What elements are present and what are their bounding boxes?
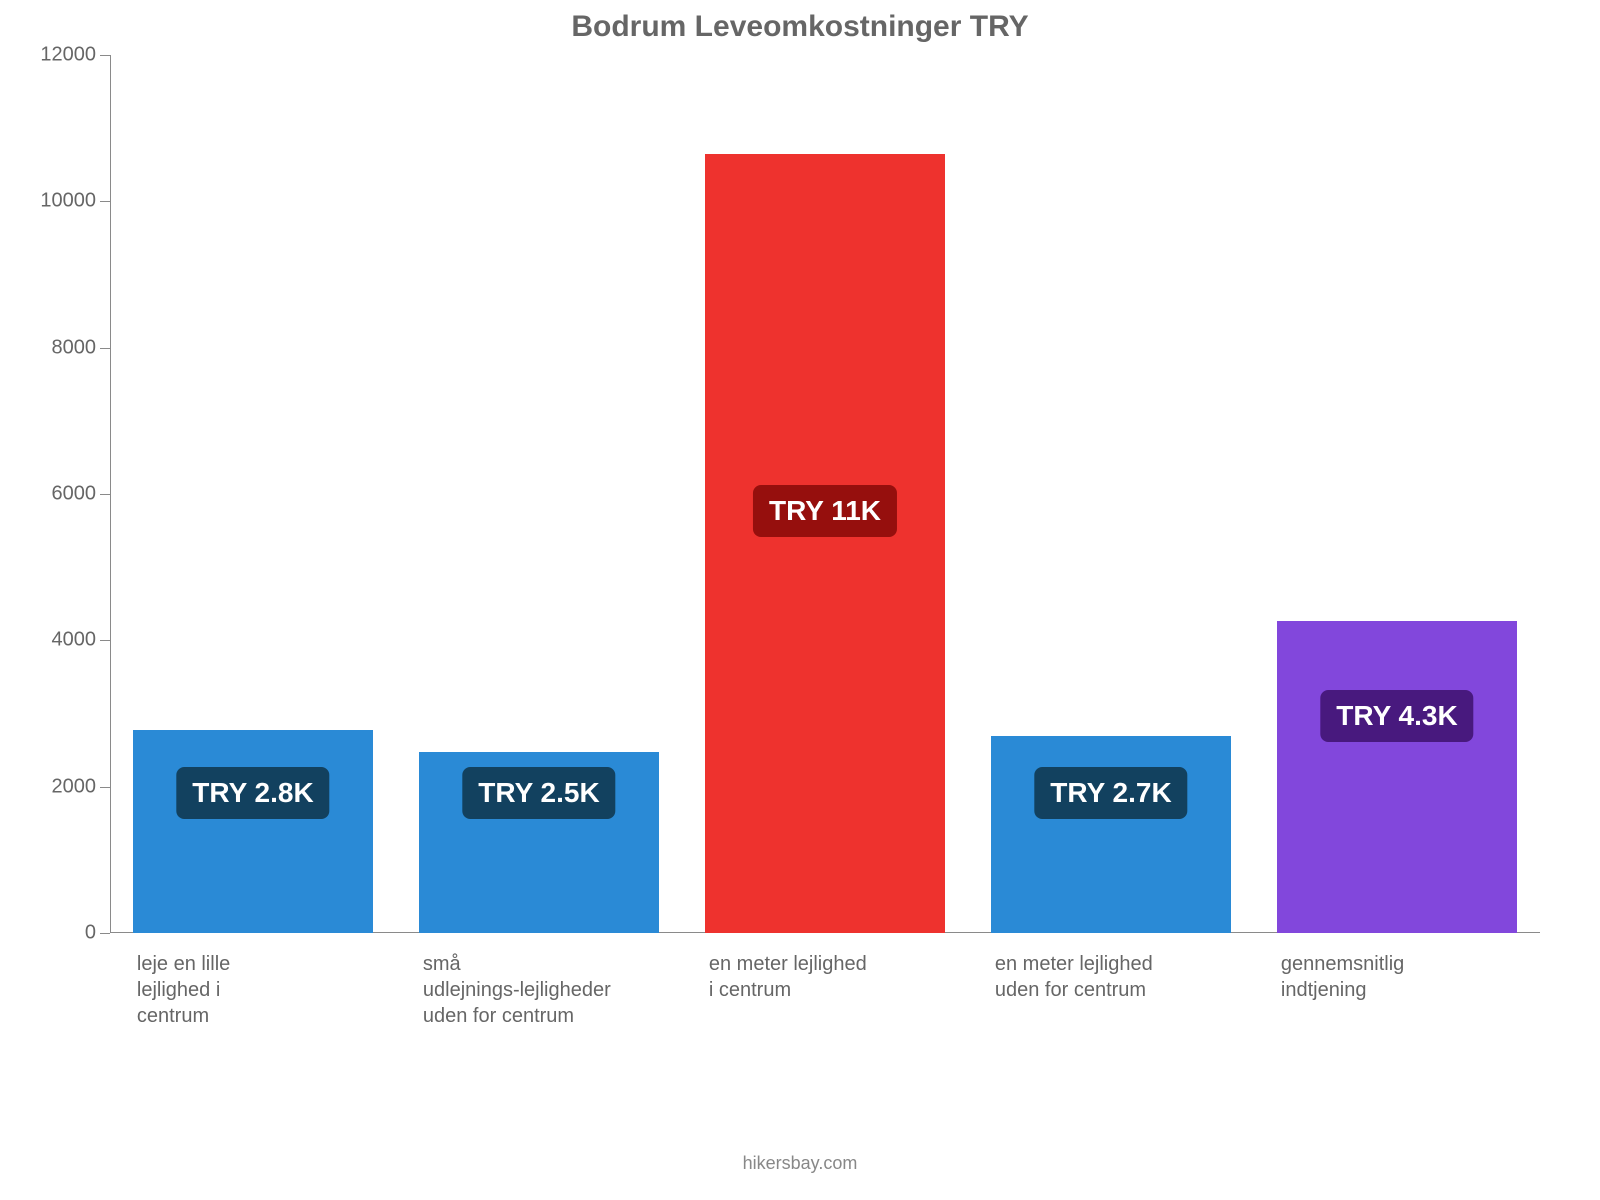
bar bbox=[991, 736, 1231, 933]
bar-chart: Bodrum Leveomkostninger TRY 020004000600… bbox=[0, 0, 1600, 1200]
y-tick-label: 0 bbox=[85, 922, 110, 945]
bar bbox=[705, 154, 945, 933]
bar-value-label: TRY 2.5K bbox=[462, 767, 615, 819]
x-category-label: småudlejnings-lejlighederuden for centru… bbox=[423, 951, 611, 1029]
x-category-label: en meter lejlighedi centrum bbox=[709, 951, 867, 1003]
plot-area: 020004000600080001000012000TRY 2.8Kleje … bbox=[110, 55, 1540, 933]
bar bbox=[1277, 621, 1517, 933]
x-category-label: gennemsnitligindtjening bbox=[1281, 951, 1404, 1003]
y-tick-label: 4000 bbox=[52, 629, 111, 652]
x-category-label: en meter lejligheduden for centrum bbox=[995, 951, 1153, 1003]
y-tick-label: 10000 bbox=[40, 190, 110, 213]
chart-footer: hikersbay.com bbox=[0, 1153, 1600, 1174]
y-tick-label: 6000 bbox=[52, 483, 111, 506]
bar-value-label: TRY 2.8K bbox=[176, 767, 329, 819]
chart-title: Bodrum Leveomkostninger TRY bbox=[0, 10, 1600, 44]
bar-value-label: TRY 11K bbox=[753, 485, 897, 537]
y-tick-label: 2000 bbox=[52, 775, 111, 798]
y-axis bbox=[110, 55, 111, 933]
bar bbox=[133, 730, 373, 933]
y-tick-label: 12000 bbox=[40, 44, 110, 67]
bar-value-label: TRY 4.3K bbox=[1320, 690, 1473, 742]
y-tick-label: 8000 bbox=[52, 336, 111, 359]
bar-value-label: TRY 2.7K bbox=[1034, 767, 1187, 819]
x-category-label: leje en lillelejlighed icentrum bbox=[137, 951, 230, 1029]
